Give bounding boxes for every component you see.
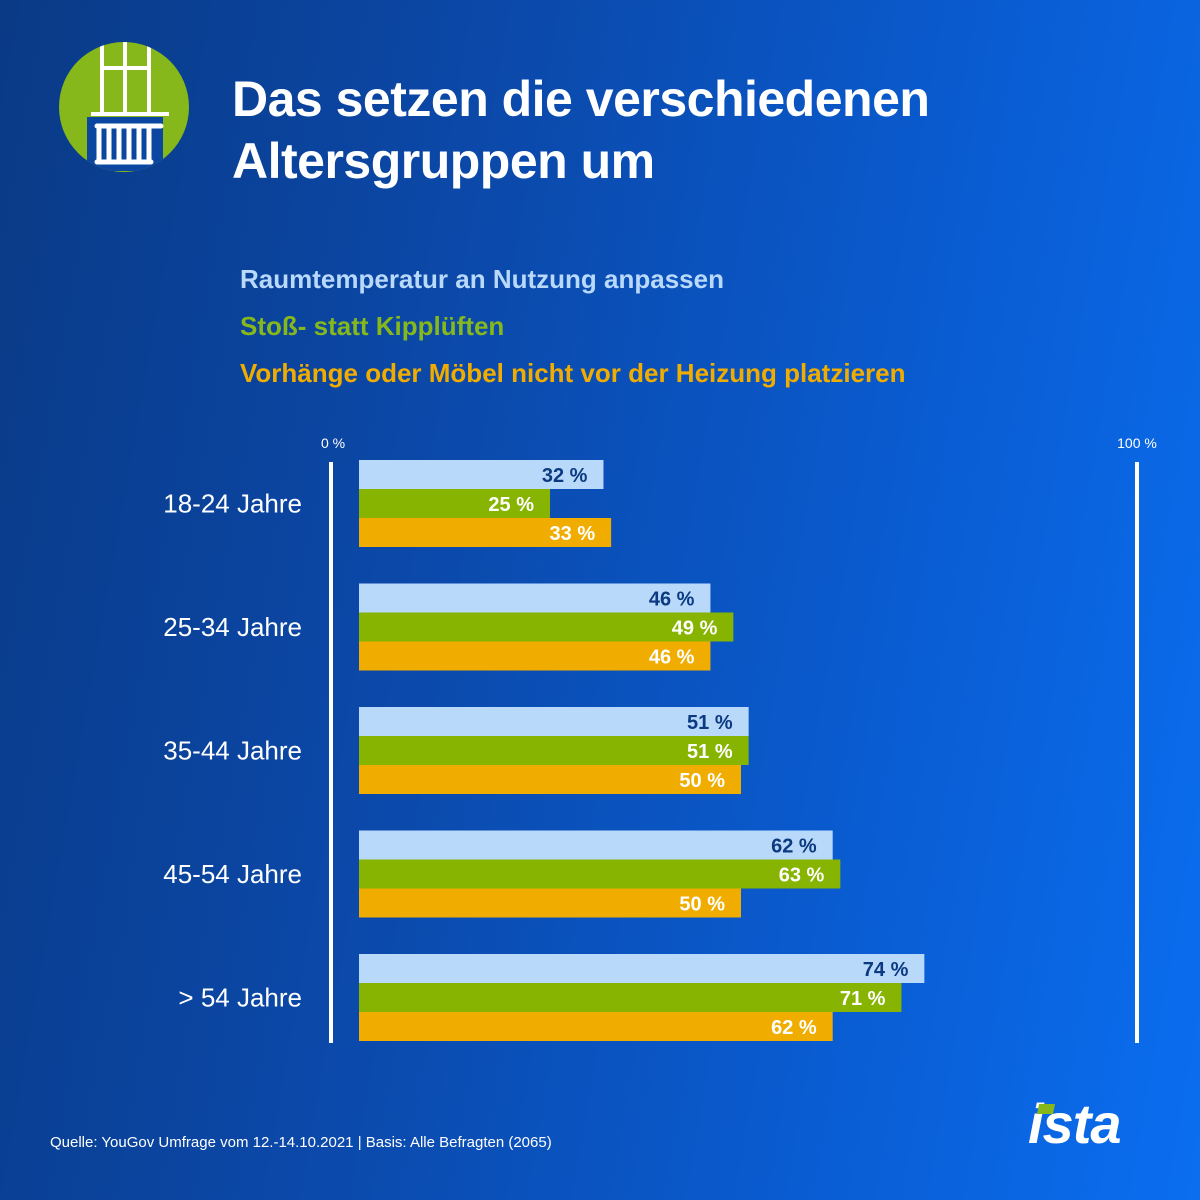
legend-item-series-3: Vorhänge oder Möbel nicht vor der Heizun… (240, 358, 906, 388)
bar-series-1 (359, 954, 925, 983)
data-label: 25 % (488, 494, 534, 516)
data-label: 46 % (649, 589, 695, 611)
bar-series-1 (359, 460, 604, 489)
window-radiator-icon (59, 42, 189, 172)
data-label: 46 % (649, 647, 695, 669)
bar-series-3 (359, 1012, 833, 1041)
data-label: 49 % (672, 618, 718, 640)
data-label: 51 % (687, 741, 733, 763)
bar-series-2 (359, 489, 550, 518)
bar-series-2 (359, 612, 734, 642)
data-label: 33 % (550, 523, 596, 545)
data-label: 74 % (863, 959, 909, 981)
bar-series-2 (359, 983, 902, 1012)
category-label: 18-24 Jahre (163, 489, 302, 519)
bar-series-1 (359, 707, 749, 736)
data-label: 63 % (779, 865, 825, 887)
legend-item-series-2: Stoß- statt Kipplüften (240, 311, 505, 341)
source-note: Quelle: YouGov Umfrage vom 12.-14.10.202… (50, 1134, 552, 1151)
category-label: 45-54 Jahre (163, 859, 302, 889)
data-label: 71 % (840, 988, 886, 1010)
bar-series-1 (359, 583, 711, 613)
bar-series-3 (359, 518, 612, 547)
bar-series-3 (359, 888, 741, 918)
bar-series-3 (359, 641, 711, 671)
ista-logo-dot (1036, 1104, 1056, 1114)
data-label: 51 % (687, 712, 733, 734)
data-label: 50 % (679, 770, 725, 792)
bar-series-3 (359, 765, 741, 794)
category-label: > 54 Jahre (178, 983, 302, 1013)
axis-label-max: 100 % (1117, 435, 1157, 451)
legend-item-series-1: Raumtemperatur an Nutzung anpassen (240, 264, 724, 294)
data-label: 50 % (679, 894, 725, 916)
data-label: 32 % (542, 465, 588, 487)
title-line-1: Das setzen die verschiedenen (232, 71, 930, 127)
bar-series-2 (359, 859, 841, 889)
data-label: 62 % (771, 1017, 817, 1039)
page-title: Das setzen die verschiedenen Altersgrupp… (232, 68, 930, 192)
category-label: 25-34 Jahre (163, 612, 302, 642)
bar-series-1 (359, 830, 833, 860)
category-label: 35-44 Jahre (163, 736, 302, 766)
axis-label-min: 0 % (321, 435, 345, 451)
bar-series-2 (359, 736, 749, 765)
data-label: 62 % (771, 836, 817, 858)
title-line-2: Altersgruppen um (232, 133, 655, 189)
